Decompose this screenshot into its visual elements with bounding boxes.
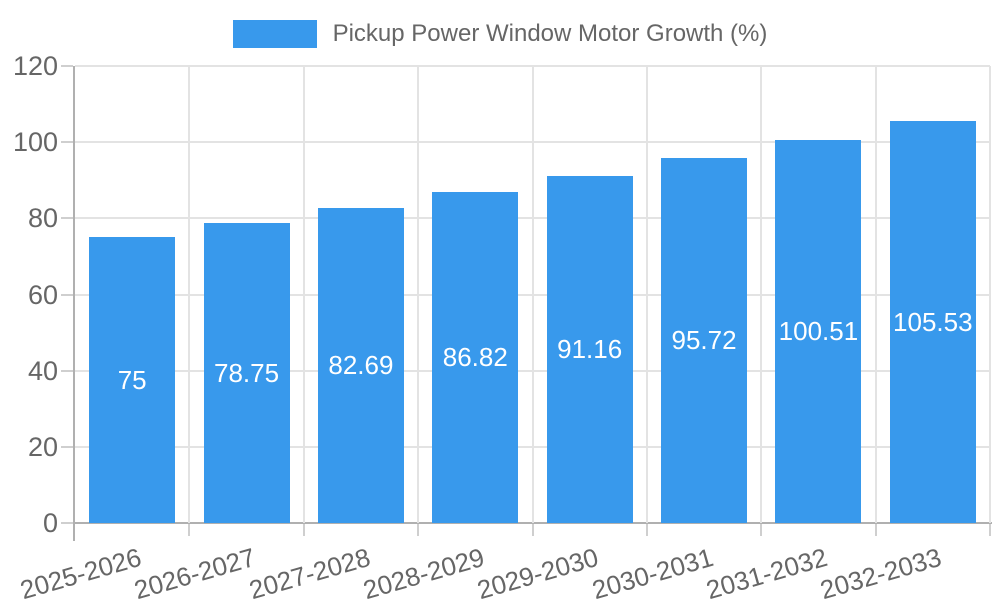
y-axis-line [73, 66, 75, 541]
x-tick-mark [760, 524, 763, 536]
y-tick-mark [61, 293, 73, 296]
x-tick-label: 2026-2027 [131, 542, 259, 600]
y-tick-mark [61, 217, 73, 220]
legend-label: Pickup Power Window Motor Growth (%) [332, 20, 768, 47]
bar[interactable]: 100.51 [775, 140, 862, 523]
x-tick-mark [531, 524, 534, 536]
x-tick-mark [989, 524, 991, 536]
legend-item[interactable]: Pickup Power Window Motor Growth (%) [232, 20, 768, 48]
bar[interactable]: 105.53 [889, 121, 976, 523]
y-tick-label: 60 [27, 279, 58, 310]
bar-value-label: 91.16 [557, 333, 623, 364]
y-tick-mark [61, 522, 73, 524]
x-tick-label: 2025-2026 [16, 542, 145, 600]
y-tick-label: 20 [27, 431, 58, 462]
y-tick-label: 80 [27, 203, 58, 234]
y-tick-mark [61, 445, 73, 448]
x-tick-label: 2030-2031 [588, 542, 717, 600]
bar[interactable]: 86.82 [432, 192, 519, 523]
bar-value-label: 82.69 [328, 350, 394, 381]
y-tick-label: 40 [27, 355, 58, 386]
x-tick-mark [302, 524, 305, 536]
gridline-vertical [874, 66, 877, 523]
bar-value-label: 95.72 [671, 325, 737, 356]
gridline-vertical [989, 66, 991, 523]
bar[interactable]: 75 [89, 237, 176, 523]
gridline-vertical [760, 66, 763, 523]
y-tick-mark [61, 65, 73, 67]
x-tick-mark [188, 524, 191, 536]
gridline-vertical [531, 66, 534, 523]
bar-value-label: 100.51 [778, 316, 859, 347]
bar-value-label: 105.53 [893, 306, 973, 337]
x-tick-label: 2032-2033 [817, 542, 946, 600]
y-tick-mark [61, 369, 73, 372]
x-tick-mark [645, 524, 648, 536]
bar[interactable]: 82.69 [317, 208, 404, 523]
legend-swatch [232, 20, 317, 48]
x-tick-mark [874, 524, 877, 536]
x-tick-label: 2029-2030 [474, 542, 602, 600]
gridline-vertical [645, 66, 648, 523]
x-tick-mark [417, 524, 420, 536]
bar-value-label: 75 [117, 364, 147, 395]
gridline-vertical [188, 66, 191, 523]
bar[interactable]: 78.75 [203, 223, 290, 523]
x-tick-label: 2031-2032 [702, 542, 831, 600]
x-tick-label: 2027-2028 [245, 542, 374, 600]
y-tick-label: 0 [42, 508, 58, 538]
bar[interactable]: 91.16 [546, 175, 633, 523]
y-tick-mark [61, 141, 73, 144]
legend: Pickup Power Window Motor Growth (%) [0, 20, 1000, 48]
x-tick-label: 2028-2029 [359, 542, 488, 600]
gridline-vertical [417, 66, 420, 523]
y-tick-label: 120 [12, 51, 58, 81]
gridline-vertical [302, 66, 305, 523]
bar-value-label: 86.82 [442, 342, 508, 373]
x-axis-line [73, 522, 992, 524]
bar-value-label: 78.75 [214, 357, 280, 388]
bar[interactable]: 95.72 [661, 158, 748, 523]
plot-area: 75 78.75 82.69 86.82 91.16 95.72 100.51 105.53 [75, 65, 991, 523]
y-tick-label: 100 [12, 127, 58, 158]
